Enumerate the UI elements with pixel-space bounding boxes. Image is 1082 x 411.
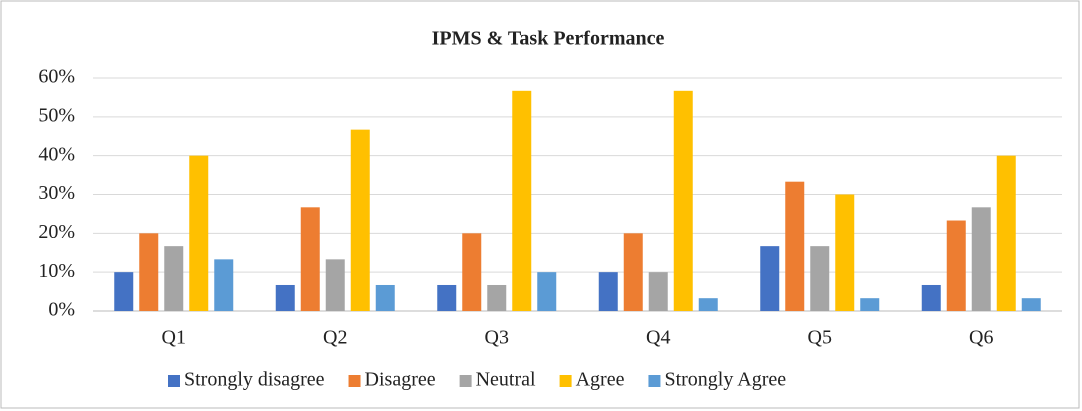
bar: [512, 90, 532, 311]
y-tick-label: 40%: [38, 143, 75, 165]
bar: [214, 259, 234, 311]
bar: [648, 272, 668, 311]
chart-title: IPMS & Task Performance: [432, 28, 665, 50]
x-tick-label: Q4: [646, 327, 670, 349]
legend-swatch: [168, 375, 180, 387]
bar: [350, 129, 370, 311]
bar: [946, 220, 966, 311]
y-tick-label: 20%: [38, 221, 75, 243]
x-tick-label: Q2: [323, 327, 347, 349]
x-tick-label: Q6: [969, 327, 993, 349]
bar: [598, 272, 618, 311]
bar: [164, 246, 184, 311]
x-tick-label: Q5: [808, 327, 832, 349]
bar: [139, 233, 159, 311]
bar: [760, 246, 780, 311]
legend-label: Strongly Agree: [664, 369, 786, 391]
bar: [835, 194, 855, 311]
bar: [189, 155, 209, 311]
bar: [437, 284, 457, 311]
bar: [300, 207, 320, 311]
legend-label: Neutral: [476, 369, 536, 391]
y-tick-label: 30%: [38, 182, 75, 204]
bar: [114, 272, 134, 311]
legend-swatch: [648, 375, 661, 387]
bar: [921, 284, 941, 311]
bar: [810, 246, 830, 311]
bar: [325, 259, 345, 311]
bar: [1021, 298, 1041, 311]
legend-swatch: [459, 375, 472, 387]
legend-swatch: [348, 375, 361, 387]
y-tick-label: 10%: [38, 260, 75, 282]
bar: [623, 233, 643, 311]
y-tick-label: 60%: [38, 66, 75, 88]
x-tick-label: Q3: [485, 327, 509, 349]
bar: [462, 233, 482, 311]
y-tick-label: 0%: [48, 299, 75, 321]
y-tick-label: 50%: [38, 104, 75, 126]
bar: [537, 272, 557, 311]
bar: [971, 207, 991, 311]
bar: [275, 284, 295, 311]
bar: [996, 155, 1016, 311]
legend-label: Agree: [576, 369, 625, 391]
legend-swatch: [559, 375, 572, 387]
bar: [860, 298, 880, 311]
x-tick-label: Q1: [162, 327, 186, 349]
bar: [487, 284, 507, 311]
bar: [785, 181, 805, 311]
legend-label: Disagree: [365, 369, 436, 391]
legend-label: Strongly disagree: [184, 369, 325, 391]
bar: [375, 284, 395, 311]
bar: [698, 298, 718, 311]
bar: [673, 90, 693, 311]
